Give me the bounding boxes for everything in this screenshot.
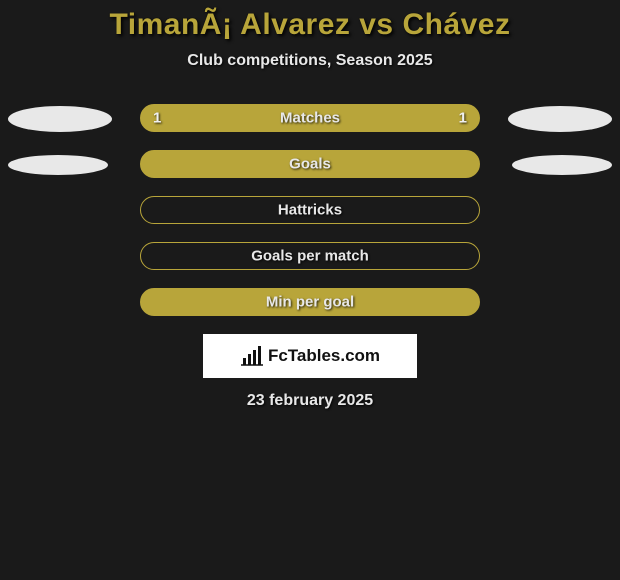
brand-logo-box: FcTables.com (203, 334, 417, 378)
stat-label: Matches (141, 110, 479, 127)
brand-logo: FcTables.com (240, 346, 380, 366)
stat-label: Goals per match (141, 248, 479, 265)
stat-row: Hattricks (0, 196, 620, 226)
stat-right-value: 1 (459, 110, 467, 127)
stat-rows: Matches1 1 Goals Hattricks Goals per match Mi… (0, 104, 620, 318)
stat-pill: Matches1 1 (140, 104, 480, 132)
stat-row: Matches1 1 (0, 104, 620, 134)
stat-pill: Min per goal (140, 288, 480, 316)
date-label: 23 february 2025 (0, 392, 620, 410)
stat-label: Hattricks (141, 202, 479, 219)
right-ellipse (512, 155, 612, 175)
stat-pill: Goals (140, 150, 480, 178)
page-title: TimanÃ¡ Alvarez vs Chávez (0, 8, 620, 42)
left-ellipse (8, 155, 108, 175)
stat-row: Goals per match (0, 242, 620, 272)
stat-label: Goals (141, 156, 479, 173)
stat-row: Min per goal (0, 288, 620, 318)
left-ellipse (8, 106, 112, 132)
chart-bars-icon (240, 346, 264, 366)
right-ellipse (508, 106, 612, 132)
comparison-card: TimanÃ¡ Alvarez vs Chávez Club competiti… (0, 0, 620, 410)
stat-pill: Goals per match (140, 242, 480, 270)
stat-row: Goals (0, 150, 620, 180)
stat-label: Min per goal (141, 294, 479, 311)
stat-pill: Hattricks (140, 196, 480, 224)
page-subtitle: Club competitions, Season 2025 (0, 52, 620, 70)
stat-left-value: 1 (153, 110, 161, 127)
brand-text: FcTables.com (268, 346, 380, 366)
